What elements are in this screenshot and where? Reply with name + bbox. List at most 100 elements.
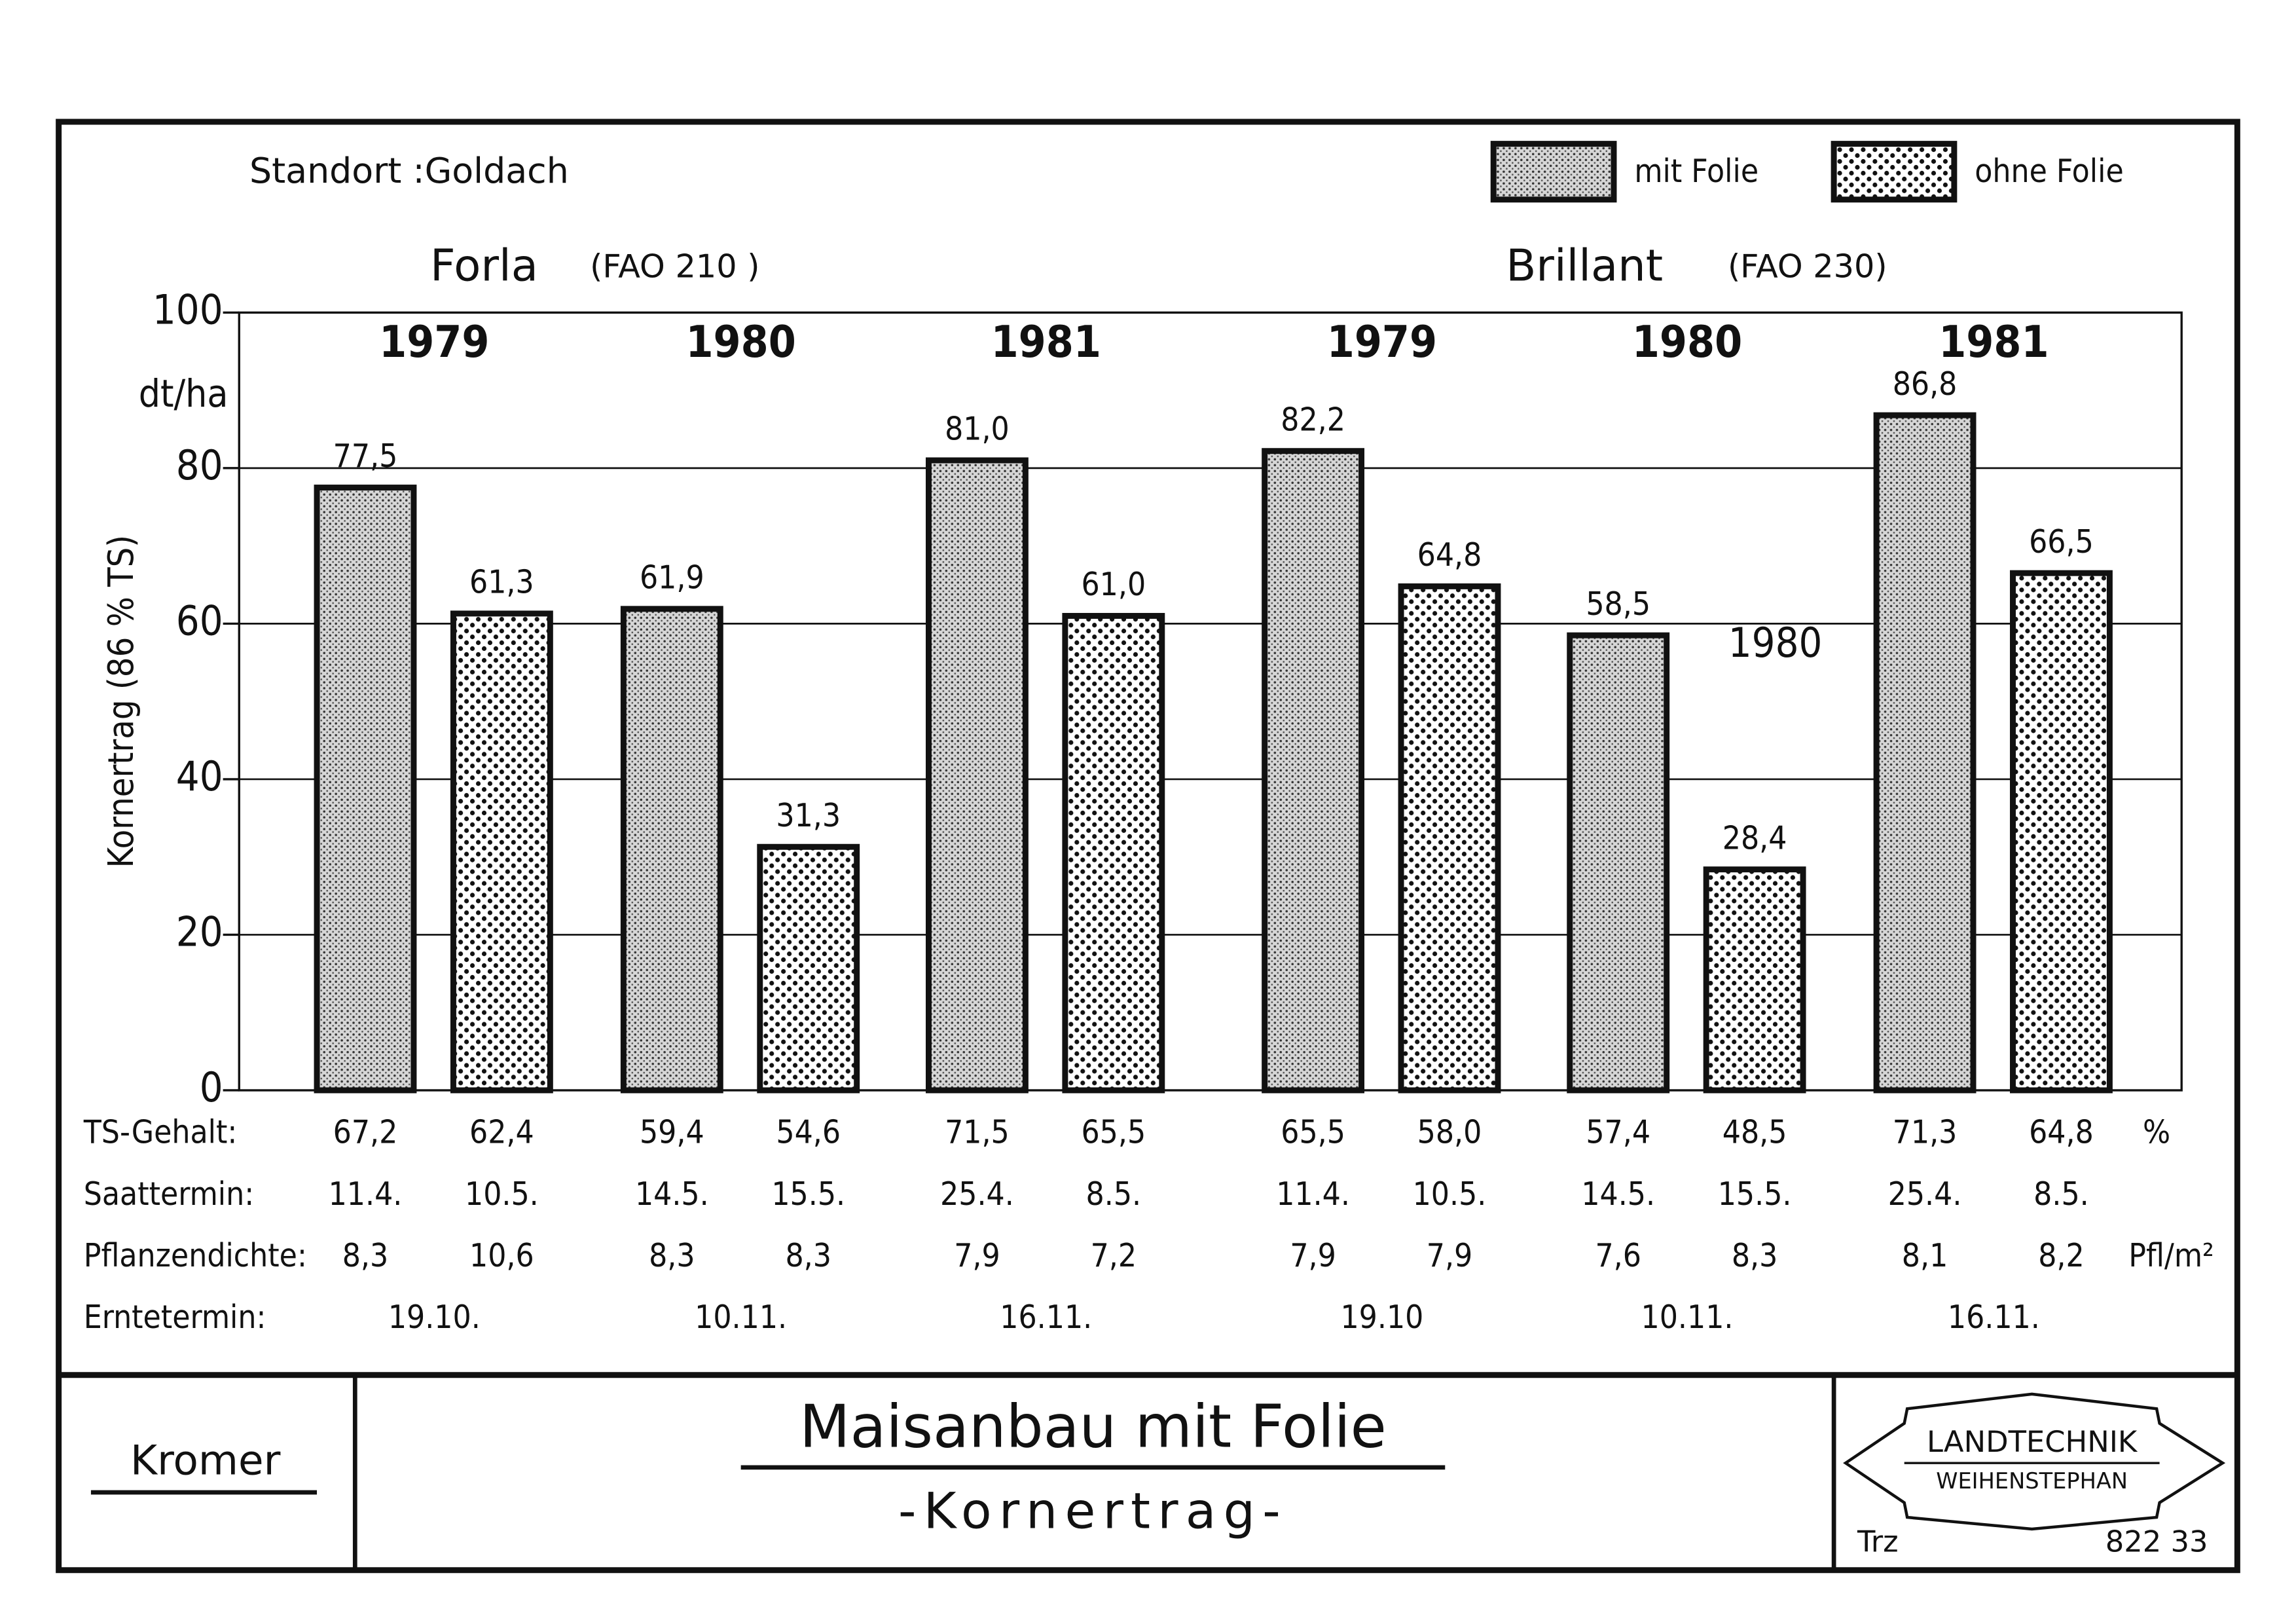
legend-label: ohne Folie bbox=[1975, 152, 2124, 190]
table-cell: 25.4. bbox=[1888, 1175, 1962, 1213]
value-label: 77,5 bbox=[333, 437, 398, 475]
table-cell: 15.5. bbox=[771, 1175, 845, 1213]
logo-outline bbox=[1843, 1392, 2226, 1531]
logo-text: LANDTECHNIK bbox=[1927, 1424, 2138, 1459]
value-label: 81,0 bbox=[945, 410, 1010, 448]
legend-label: mit Folie bbox=[1634, 152, 1758, 190]
variety-name: Brillant bbox=[1506, 240, 1663, 291]
variety-name: Forla bbox=[430, 240, 538, 291]
table-cell: 54,6 bbox=[776, 1113, 841, 1151]
variety-note: (FAO 230) bbox=[1728, 248, 1887, 286]
value-label: 61,0 bbox=[1081, 565, 1146, 603]
bar bbox=[1398, 583, 1501, 1094]
y-axis-title: Kornertrag (86 % TS) bbox=[100, 535, 141, 868]
value-label: 58,5 bbox=[1586, 585, 1650, 623]
bar bbox=[2010, 570, 2113, 1094]
table-cell: 65,5 bbox=[1081, 1113, 1146, 1151]
table-cell: 71,5 bbox=[945, 1113, 1010, 1151]
bar bbox=[450, 610, 553, 1094]
table-cell: 10.11. bbox=[1641, 1298, 1734, 1336]
table-cell: 58,0 bbox=[1417, 1113, 1482, 1151]
value-label: 31,3 bbox=[776, 796, 841, 834]
table-cell: 8,1 bbox=[1902, 1236, 1948, 1274]
row-label: Erntetermin: bbox=[84, 1298, 266, 1336]
bar bbox=[757, 843, 860, 1094]
table-cell: 57,4 bbox=[1586, 1113, 1650, 1151]
value-label: 86,8 bbox=[1893, 365, 1958, 403]
legend-swatch bbox=[1490, 141, 1617, 203]
value-label: 28,4 bbox=[1722, 819, 1787, 857]
value-label: 82,2 bbox=[1281, 400, 1345, 438]
y-tick-label: 60 bbox=[176, 597, 223, 644]
y-tick-label: 100 bbox=[153, 286, 223, 333]
table-cell: 16.11. bbox=[1000, 1298, 1092, 1336]
table-cell: 7,6 bbox=[1595, 1236, 1641, 1274]
table-cell: 14.5. bbox=[635, 1175, 709, 1213]
table-cell: 15.5. bbox=[1718, 1175, 1792, 1213]
frame bbox=[56, 119, 2240, 1574]
table-cell: 8,3 bbox=[649, 1236, 695, 1274]
table-cell: 71,3 bbox=[1893, 1113, 1958, 1151]
x-tick-label: 1979 bbox=[379, 316, 489, 367]
table-cell: 11.4. bbox=[1276, 1175, 1350, 1213]
author: Kromer bbox=[130, 1436, 281, 1484]
table-cell: 16.11. bbox=[1948, 1298, 2040, 1336]
bar bbox=[1567, 632, 1670, 1094]
y-unit: dt/ha bbox=[139, 371, 228, 416]
bar bbox=[314, 485, 417, 1094]
table-cell: 8.5. bbox=[1086, 1175, 1142, 1213]
bar bbox=[1262, 448, 1365, 1094]
table-cell: 62,4 bbox=[469, 1113, 534, 1151]
drawing-number: 822 33 bbox=[2105, 1524, 2208, 1559]
table-cell: 8.5. bbox=[2033, 1175, 2089, 1213]
value-label: 64,8 bbox=[1417, 536, 1482, 574]
table-cell: 10.5. bbox=[1413, 1175, 1487, 1213]
table-cell: 7,2 bbox=[1091, 1236, 1137, 1274]
table-cell: 7,9 bbox=[954, 1236, 1000, 1274]
x-tick-label: 1980 bbox=[1632, 316, 1742, 367]
bar bbox=[1062, 613, 1165, 1094]
subtitle: Standort :Goldach bbox=[249, 150, 569, 191]
value-label: 61,3 bbox=[469, 563, 534, 601]
variety-note: (FAO 210 ) bbox=[590, 248, 759, 286]
value-label: 66,5 bbox=[2029, 523, 2094, 561]
row-label: TS-Gehalt: bbox=[83, 1113, 238, 1151]
bar bbox=[926, 457, 1029, 1094]
table-cell: 10,6 bbox=[469, 1236, 534, 1274]
x-tick-label: 1981 bbox=[991, 316, 1101, 367]
table-cell: 19.10. bbox=[388, 1298, 481, 1336]
table-cell: 7,9 bbox=[1427, 1236, 1472, 1274]
y-tick-label: 40 bbox=[176, 752, 223, 800]
x-tick-label: 1979 bbox=[1327, 316, 1437, 367]
row-unit: % bbox=[2143, 1113, 2170, 1151]
table-cell: 19.10 bbox=[1340, 1298, 1423, 1336]
bar bbox=[620, 606, 723, 1094]
table-cell: 25.4. bbox=[940, 1175, 1014, 1213]
table-cell: 65,5 bbox=[1281, 1113, 1345, 1151]
table-cell: 48,5 bbox=[1722, 1113, 1787, 1151]
y-tick-label: 20 bbox=[176, 908, 223, 956]
table-cell: 8,2 bbox=[2038, 1236, 2084, 1274]
y-tick-label: 80 bbox=[176, 441, 223, 489]
row-unit: Pfl/m² bbox=[2128, 1236, 2214, 1274]
footer-title: Maisanbau mit Folie bbox=[799, 1393, 1387, 1461]
initials: Trz bbox=[1857, 1524, 1899, 1559]
bar bbox=[1873, 412, 1977, 1094]
table-cell: 8,3 bbox=[1732, 1236, 1777, 1274]
value-label: 61,9 bbox=[640, 558, 704, 596]
table-cell: 8,3 bbox=[342, 1236, 388, 1274]
footer-subtitle: -Kornertrag- bbox=[898, 1482, 1288, 1540]
x-tick-label: 1980 bbox=[685, 316, 795, 367]
table-cell: 14.5. bbox=[1581, 1175, 1655, 1213]
y-tick-label: 0 bbox=[200, 1063, 223, 1111]
bar bbox=[1703, 866, 1806, 1094]
table-cell: 59,4 bbox=[640, 1113, 704, 1151]
logo-text: WEIHENSTEPHAN bbox=[1936, 1468, 2128, 1494]
table-cell: 67,2 bbox=[333, 1113, 398, 1151]
legend-swatch bbox=[1831, 141, 1958, 203]
annotation: 1980 bbox=[1728, 619, 1823, 667]
table-cell: 11.4. bbox=[329, 1175, 403, 1213]
row-label: Pflanzendichte: bbox=[84, 1236, 307, 1274]
